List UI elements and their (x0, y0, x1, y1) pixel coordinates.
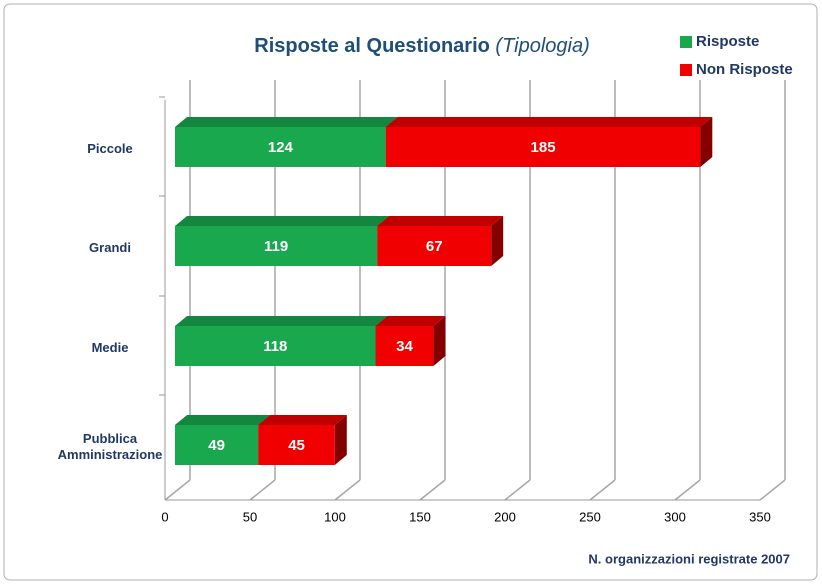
bar-side (491, 216, 504, 266)
bar-top (175, 216, 390, 226)
bar (375, 326, 434, 366)
x-tick-label: 50 (243, 509, 257, 524)
x-tick-label: 150 (409, 509, 431, 524)
x-tick-label: 300 (664, 509, 686, 524)
x-tick-label: 0 (161, 509, 168, 524)
bar (258, 425, 335, 465)
data-label: 34 (396, 338, 413, 355)
y-tick-label: Grandi (89, 240, 131, 255)
y-tick-label: Medie (91, 340, 129, 355)
subtitle-text: (Tipologia) (495, 35, 589, 57)
grid-line (674, 479, 701, 501)
legend-label: Risposte (696, 33, 759, 50)
data-label: 118 (263, 338, 287, 355)
bar-top (258, 415, 347, 425)
x-tick-label: 200 (494, 509, 516, 524)
grid-line (419, 479, 446, 501)
bar-top (175, 316, 388, 326)
bar-top (175, 415, 271, 425)
chart-title: Risposte al Questionario (Tipologia) (254, 35, 589, 57)
chart-border (3, 3, 818, 581)
bar (175, 127, 386, 167)
grid-line (504, 479, 531, 501)
bar-top (375, 316, 446, 326)
title-text: Risposte al Questionario (254, 35, 490, 57)
y-tick-label: Pubblica Amministrazione (57, 431, 163, 462)
data-label: 67 (426, 238, 443, 255)
x-axis-label: N. organizzazioni registrate 2007 (588, 551, 790, 566)
grid-line (759, 479, 786, 501)
x-tick-label: 250 (579, 509, 601, 524)
data-label: 124 (268, 139, 294, 156)
y-tick-label: Piccole (87, 141, 133, 156)
grid-line (334, 479, 361, 501)
bar-top (377, 216, 504, 226)
grid-line (164, 479, 191, 501)
bar-top (175, 117, 398, 127)
bar-side (334, 415, 347, 465)
bar-side (433, 316, 446, 366)
data-label: 45 (288, 437, 305, 454)
bar (175, 226, 378, 266)
bar-top (385, 117, 713, 127)
bar (175, 326, 376, 366)
bar (385, 127, 701, 167)
bar (377, 226, 492, 266)
bar (175, 425, 259, 465)
grid-line (589, 479, 616, 501)
data-label: 185 (531, 139, 556, 156)
bar-side (700, 117, 713, 167)
legend-label: Non Risposte (696, 61, 793, 78)
legend-swatch (680, 36, 692, 48)
x-tick-label: 100 (324, 509, 346, 524)
grid-line (249, 479, 276, 501)
legend-swatch (680, 64, 692, 76)
data-label: 49 (208, 437, 225, 454)
data-label: 119 (264, 238, 288, 255)
x-tick-label: 350 (749, 509, 771, 524)
